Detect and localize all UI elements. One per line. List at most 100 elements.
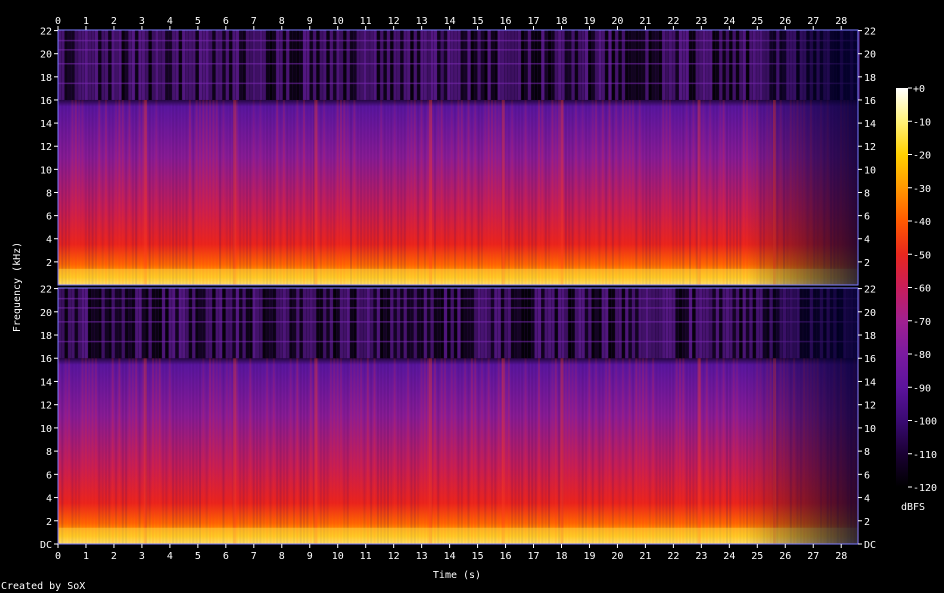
- y-tick-label: 16: [40, 96, 52, 107]
- x-tick-label: 15: [472, 551, 484, 562]
- fade-out: [58, 30, 858, 285]
- colorbar-label: dBFS: [901, 502, 925, 513]
- y-tick-label: 20: [864, 50, 876, 61]
- x-tick-label: 12: [388, 551, 400, 562]
- x-tick-label: 11: [360, 551, 372, 562]
- colorbar-tick-label: -50: [913, 250, 931, 261]
- x-tick-label: 24: [723, 16, 735, 27]
- x-tick-label: 10: [332, 551, 344, 562]
- x-tick-label: 10: [332, 16, 344, 27]
- panel-frame: [57, 287, 859, 545]
- x-tick-label: 28: [835, 16, 847, 27]
- x-tick-label: 1: [83, 16, 89, 27]
- y-tick-label: 8: [46, 447, 52, 458]
- y-axis-title: Frequency (kHz): [12, 242, 23, 332]
- y-tick-label: 14: [864, 119, 876, 130]
- x-tick-label: 11: [360, 16, 372, 27]
- x-tick-label: 21: [639, 551, 651, 562]
- x-tick-label: 18: [555, 16, 567, 27]
- x-tick-label: 20: [611, 16, 623, 27]
- y-tick-label: 12: [864, 142, 876, 153]
- y-tick-label: 16: [40, 354, 52, 365]
- colorbar: +0 -10 -20 -30 -40 -50 -60 -70 -80 -90 -100 -110 -12…: [896, 84, 937, 513]
- colorbar-ticks: +0 -10 -20 -30 -40 -50 -60 -70 -80 -90 -100 -110 -12…: [908, 84, 937, 494]
- x-tick-label: 19: [583, 16, 595, 27]
- y-tick-label: 18: [864, 331, 876, 342]
- x-tick-label: 12: [388, 16, 400, 27]
- x-tick-label: 1: [83, 551, 89, 562]
- x-tick-label: 25: [751, 16, 763, 27]
- x-tick-label: 3: [139, 551, 145, 562]
- x-tick-label: 7: [251, 551, 257, 562]
- colorbar-tick-label: -20: [913, 151, 931, 162]
- y-tick-label: 8: [864, 188, 870, 199]
- x-tick-label: 16: [500, 16, 512, 27]
- channel-1-spectrogram: [57, 29, 860, 286]
- x-axis-top: 0 1 2 3 4 5 6 7 8 9 10 11 12 13 14 15 16 17 18 19 20 21 22 23 24…: [55, 16, 847, 30]
- x-tick-label: 20: [611, 551, 623, 562]
- x-tick-label: 21: [639, 16, 651, 27]
- y-axis-left: 2 4 6 8 10 12 14 16 18 20 22 DC 2 4 6 8 10 12 14 16 18 20 22: [40, 27, 58, 551]
- colorbar-tick-label: -40: [913, 217, 931, 228]
- x-tick-label: 4: [167, 16, 173, 27]
- y-tick-label: 18: [40, 331, 52, 342]
- y-tick-label: 14: [40, 119, 52, 130]
- y-tick-label: 4: [864, 235, 870, 246]
- x-tick-label: 14: [444, 16, 456, 27]
- x-tick-label: 22: [667, 551, 679, 562]
- colorbar-tick-label: +0: [913, 84, 925, 95]
- x-tick-label: 15: [472, 16, 484, 27]
- y-tick-label: 2: [864, 517, 870, 528]
- colorbar-tick-label: -90: [913, 383, 931, 394]
- panel-frame: [57, 29, 859, 286]
- colorbar-tick-label: -70: [913, 317, 931, 328]
- y-axis-right: 2 4 6 8 10 12 14 16 18 20 22 DC 2 4 6 8 10 12 14 16 18 20 22: [858, 27, 876, 551]
- x-tick-label: 13: [416, 16, 428, 27]
- x-tick-label: 22: [667, 16, 679, 27]
- colorbar-tick-label: -10: [913, 117, 931, 128]
- y-tick-label: 14: [40, 377, 52, 388]
- colorbar-tick-label: -120: [913, 483, 937, 494]
- y-tick-label: 2: [46, 517, 52, 528]
- x-tick-label: 4: [167, 551, 173, 562]
- y-tick-label: 22: [864, 285, 876, 296]
- y-tick-label: 12: [40, 142, 52, 153]
- x-tick-label: 9: [307, 551, 313, 562]
- y-tick-label: 20: [40, 50, 52, 61]
- y-tick-label: 12: [40, 401, 52, 412]
- y-tick-label: 4: [46, 494, 52, 505]
- x-tick-label: 7: [251, 16, 257, 27]
- colorbar-tick-label: -100: [913, 417, 937, 428]
- y-tick-label: 10: [864, 424, 876, 435]
- x-tick-label: 6: [223, 16, 229, 27]
- y-tick-label: 2: [864, 258, 870, 269]
- x-tick-label: 19: [583, 551, 595, 562]
- x-tick-label: 14: [444, 551, 456, 562]
- x-tick-label: 0: [55, 16, 61, 27]
- y-tick-label: 4: [864, 494, 870, 505]
- y-tick-label: 22: [40, 285, 52, 296]
- y-tick-label: 6: [864, 470, 870, 481]
- x-tick-label: 17: [528, 551, 540, 562]
- x-tick-label: 26: [779, 16, 791, 27]
- x-tick-label: 17: [528, 16, 540, 27]
- fade-out: [58, 288, 858, 544]
- y-tick-label: 18: [864, 73, 876, 84]
- x-axis-title: Time (s): [433, 570, 481, 581]
- y-tick-label: DC: [864, 540, 876, 551]
- x-tick-label: 2: [111, 551, 117, 562]
- y-tick-label: DC: [40, 540, 52, 551]
- x-axis-bottom: 0 1 2 3 4 5 6 7 8 9 10 11 12 13 14 15 16 17 18 19 20 21 22 23 24…: [55, 544, 847, 562]
- x-tick-label: 9: [307, 16, 313, 27]
- x-tick-label: 3: [139, 16, 145, 27]
- y-tick-label: 12: [864, 401, 876, 412]
- x-tick-label: 23: [695, 16, 707, 27]
- x-tick-label: 5: [195, 551, 201, 562]
- y-tick-label: 18: [40, 73, 52, 84]
- x-tick-label: 25: [751, 551, 763, 562]
- x-tick-label: 24: [723, 551, 735, 562]
- y-tick-label: 4: [46, 235, 52, 246]
- y-tick-label: 10: [40, 424, 52, 435]
- x-tick-label: 23: [695, 551, 707, 562]
